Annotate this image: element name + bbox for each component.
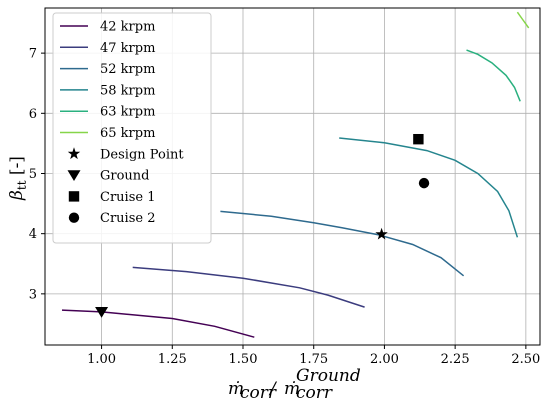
svg-text:βtt [-]: βtt [-]: [7, 156, 29, 201]
marker-Cruise-2: [418, 177, 430, 189]
svg-text:Ground: Ground: [296, 366, 361, 386]
legend-label: Design Point: [100, 147, 184, 162]
marker-layer: [95, 133, 430, 318]
series-line-52-krpm: [220, 210, 465, 277]
svg-text:/: /: [268, 379, 278, 399]
legend-label: Ground: [100, 169, 150, 184]
x-tick-label: 1.50: [229, 352, 258, 367]
legend-label: 63 krpm: [100, 105, 155, 120]
series-line-42-krpm: [61, 309, 255, 338]
x-tick-label: 1.00: [87, 352, 116, 367]
x-tick-label: 2.25: [441, 352, 470, 367]
y-tick-label: 6: [29, 107, 37, 122]
legend-label: 52 krpm: [100, 62, 155, 77]
legend-marker: [68, 191, 80, 202]
marker-Design-Point: [375, 227, 388, 240]
x-axis-label: ṁ corr / ṁ corr Ground: [228, 366, 361, 403]
legend-label: 65 krpm: [100, 126, 155, 141]
series-layer: [61, 11, 530, 338]
y-tick-label: 5: [29, 167, 37, 182]
legend-marker: [68, 212, 80, 223]
y-tick-label: 4: [29, 227, 37, 242]
legend-label: Cruise 1: [100, 190, 155, 205]
series-line-63-krpm: [466, 49, 521, 102]
legend: 42 krpm 47 krpm 52 krpm 58 krpm 63 krpm 65 kr…: [52, 12, 212, 244]
series-line-47-krpm: [132, 266, 365, 308]
x-tick-label: 1.25: [158, 352, 187, 367]
series-line-65-krpm: [516, 11, 530, 29]
svg-text:ṁ: ṁ: [228, 379, 244, 399]
y-axis-label: βtt [-]: [7, 156, 29, 201]
marker-Cruise-1: [413, 133, 424, 145]
plot-frame: [44, 7, 541, 346]
legend-marker: [67, 170, 81, 181]
marker-Ground: [95, 307, 109, 318]
legend-label: 42 krpm: [100, 20, 155, 35]
legend-label: 58 krpm: [100, 83, 155, 98]
x-tick-label: 1.75: [299, 352, 328, 367]
legend-marker: [67, 147, 81, 160]
legend-label: 47 krpm: [100, 41, 155, 56]
y-tick-label: 7: [29, 47, 37, 62]
x-tick-label: 2.00: [370, 352, 399, 367]
svg-text:corr: corr: [240, 383, 277, 403]
svg-text:corr: corr: [296, 383, 333, 403]
ticks: 1.00 1.25 1.50 1.75 2.00 2.25 2.50 3 4 5 6 7: [29, 47, 541, 367]
x-tick-label: 2.50: [511, 352, 540, 367]
y-tick-label: 3: [29, 287, 37, 302]
legend-label: Cruise 2: [100, 211, 155, 226]
series-line-58-krpm: [339, 137, 519, 238]
legend-box: [52, 12, 212, 244]
svg-text:ṁ: ṁ: [284, 379, 300, 399]
